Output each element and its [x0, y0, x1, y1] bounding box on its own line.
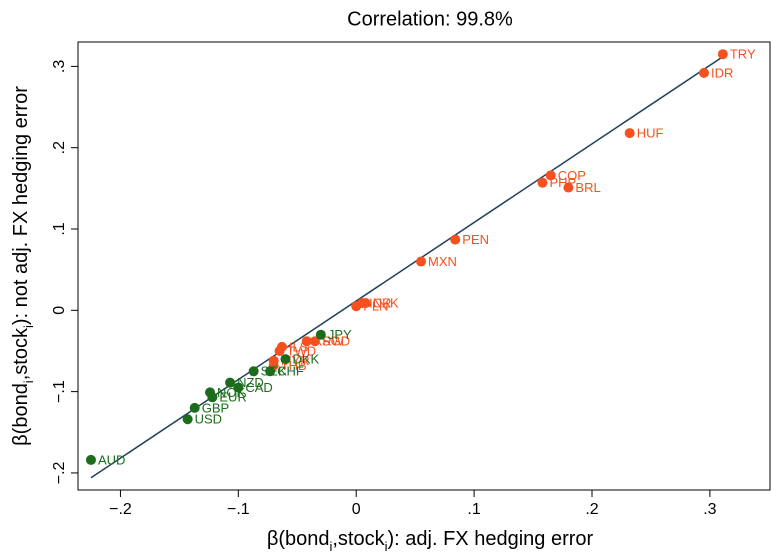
point-label: USD: [195, 412, 222, 427]
point: [189, 402, 200, 413]
point: [698, 67, 709, 78]
axis-label-part: β(bond: [10, 383, 32, 446]
axis-label-part: ): adj. FX hedging error: [388, 528, 594, 550]
point: [248, 366, 259, 377]
y-axis-label: β(bondi,stocki): not adj. FX hedging err…: [10, 86, 36, 446]
y-tick-label: −.1: [51, 380, 68, 403]
point-label: AUD: [98, 452, 125, 467]
axis-label-part: β(bond: [267, 528, 330, 550]
point: [85, 454, 96, 465]
point: [274, 345, 285, 356]
point: [225, 377, 236, 388]
point-label: CHF: [277, 364, 304, 379]
point-label: PEN: [462, 232, 489, 247]
x-tick-label: 0: [352, 501, 361, 518]
x-tick-label: −.2: [109, 501, 132, 518]
point: [360, 297, 371, 308]
point-label: HUF: [637, 126, 664, 141]
x-tick-label: .1: [467, 501, 480, 518]
point-label: SGD: [322, 334, 350, 349]
point: [624, 128, 635, 139]
point-label: DKK: [292, 352, 319, 367]
point: [182, 414, 193, 425]
x-tick-label: −.1: [227, 501, 250, 518]
point-label: CZK: [373, 295, 399, 310]
point-label: JPY: [328, 327, 352, 342]
plot-frame: [77, 41, 771, 491]
point: [280, 354, 291, 365]
point-label: NOK: [217, 385, 246, 400]
point-label: ILS: [289, 339, 309, 354]
y-tick-label: 0: [51, 306, 68, 315]
axis-label-part: i: [21, 325, 36, 328]
y-tick-label: .2: [51, 141, 68, 154]
point-label: TRY: [730, 47, 756, 62]
point-label: GBP: [202, 400, 229, 415]
axis-label-part: ,stock: [332, 528, 385, 550]
x-axis-label: β(bondi,stocki): adj. FX hedging error: [267, 528, 594, 554]
axis-label-part: i: [21, 380, 36, 383]
point: [545, 170, 556, 181]
point-label: SEK: [261, 364, 287, 379]
x-tick-label: .2: [585, 501, 598, 518]
x-tick-label: .3: [703, 501, 716, 518]
axis-label-part: ,stock: [10, 327, 32, 380]
point-label: INR: [369, 295, 391, 310]
point: [537, 177, 548, 188]
point: [315, 329, 326, 340]
axis-label-part: i: [385, 539, 388, 554]
chart-title: Correlation: 99.8%: [347, 8, 513, 30]
point: [717, 49, 728, 60]
point-label: COP: [558, 168, 586, 183]
point-label: TWD: [287, 343, 317, 358]
y-tick-label: −.2: [51, 461, 68, 484]
axis-label-part: i: [329, 539, 332, 554]
y-tick-label: .1: [51, 222, 68, 235]
y-tick-label: .3: [51, 60, 68, 73]
point-label: BRL: [575, 180, 600, 195]
point-label: IDR: [711, 65, 733, 80]
point: [563, 182, 574, 193]
point: [233, 382, 244, 393]
point-label: CAD: [245, 380, 272, 395]
point-label: MXN: [428, 254, 457, 269]
point: [450, 234, 461, 245]
axis-label-part: ): not adj. FX hedging error: [10, 86, 32, 325]
point: [207, 392, 218, 403]
point-label: EUR: [219, 390, 246, 405]
point: [265, 366, 276, 377]
point: [301, 336, 312, 347]
point: [416, 256, 427, 267]
point-label: NZD: [237, 375, 264, 390]
point: [309, 336, 320, 347]
